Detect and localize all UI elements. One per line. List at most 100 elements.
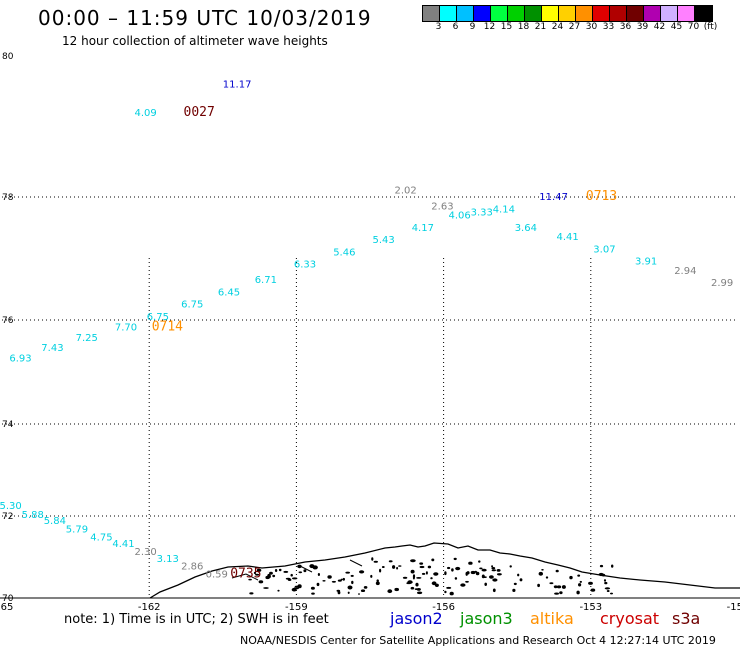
wave-height-value: 11.17 [223, 80, 252, 91]
wave-height-value: 3.33 [471, 207, 493, 218]
wave-height-value: 7.25 [76, 333, 98, 344]
tundra-lake-dot [421, 572, 426, 575]
wave-height-value: 4.06 [449, 211, 471, 222]
tundra-lake-dot [606, 590, 610, 592]
tundra-lake-dot [298, 571, 303, 574]
tundra-lake-dot [465, 571, 468, 576]
islands-dots [248, 557, 614, 596]
colorbar-label: 45 [670, 22, 683, 32]
colorbar-swatch [440, 6, 457, 21]
wave-height-value: 2.99 [711, 278, 733, 289]
tundra-lake-dot [444, 590, 447, 594]
tundra-lake-dot [291, 587, 297, 592]
wave-height-value: 6.45 [218, 287, 240, 298]
tundra-lake-dot [549, 582, 554, 585]
tundra-lake-dot [444, 571, 447, 576]
lon-tick-label: -162 [138, 602, 161, 613]
tundra-lake-dot [561, 585, 566, 589]
colorbar-label: 39 [636, 22, 649, 32]
colorbar-label: 21 [534, 22, 547, 32]
tundra-lake-dot [492, 578, 498, 582]
tundra-lake-dot [492, 588, 496, 593]
colorbar-label: 24 [551, 22, 564, 32]
colorbar-label: 33 [602, 22, 615, 32]
colorbar-swatch [508, 6, 525, 21]
colorbar-swatch [610, 6, 627, 21]
tundra-lake-dot [392, 565, 396, 569]
colorbar-label: 18 [517, 22, 530, 32]
lat-tick-label: 74 [2, 420, 14, 430]
tundra-lake-dot [412, 576, 415, 580]
colorbar-swatch [593, 6, 610, 21]
wave-height-value: 7.43 [41, 343, 63, 354]
tundra-lake-dot [590, 588, 596, 592]
tundra-lake-dot [578, 583, 582, 587]
tundra-lake-dot [588, 581, 593, 585]
coastline-detail [245, 573, 259, 581]
wave-height-value: 6.71 [255, 275, 277, 286]
tundra-lake-dot [478, 560, 481, 563]
tundra-lake-dot [255, 573, 260, 576]
tundra-lake-dot [611, 564, 614, 568]
tundra-lake-dot [468, 561, 473, 565]
colorbar-label: 15 [500, 22, 513, 32]
coastline [149, 542, 740, 599]
tundra-lake-dot [555, 569, 559, 573]
tundra-lake-dot [311, 592, 315, 595]
tundra-lake-dot [416, 577, 422, 579]
tundra-lake-dot [491, 567, 496, 570]
colorbar-swatch [576, 6, 593, 21]
tundra-lake-dot [431, 558, 435, 562]
tundra-lake-dot [327, 575, 332, 579]
wave-height-value: 0.59 [206, 570, 228, 581]
tundra-lake-dot [449, 591, 454, 596]
tundra-lake-dot [491, 569, 496, 572]
tundra-lake-dot [579, 580, 582, 583]
colorbar-swatch [474, 6, 491, 21]
tundra-lake-dot [345, 571, 351, 574]
wave-height-value: 4.14 [493, 204, 515, 215]
lon-tick-label: -153 [579, 602, 602, 613]
colorbar-label: 30 [585, 22, 598, 32]
tundra-lake-dot [379, 568, 382, 573]
tundra-lake-dot [425, 571, 428, 575]
colorbar-swatch [559, 6, 576, 21]
tundra-lake-dot [603, 579, 607, 582]
wave-height-value: 5.88 [22, 510, 44, 521]
wave-height-value: 3.13 [157, 554, 179, 565]
tundra-lake-dot [415, 582, 419, 587]
tundra-lake-dot [576, 590, 580, 595]
wave-height-value: 2.30 [135, 547, 157, 558]
coastline-path [149, 542, 740, 599]
wave-height-value: 5.30 [0, 501, 22, 512]
wave-height-observations: 11.17 4.09 0027 2.02 2.63 4.143.334.06 11.47 07… [0, 80, 733, 582]
lat-tick-label: 70 [2, 594, 14, 604]
tundra-lake-dot [249, 592, 254, 595]
tundra-lake-dot [396, 566, 399, 570]
axis-tick-labels: 80 78 76 74 72 70-165 -162 -159 -156 -153 -150 [0, 52, 740, 613]
tundra-lake-dot [559, 591, 563, 595]
tundra-lake-dot [447, 566, 451, 570]
tundra-lake-dot [297, 584, 302, 589]
tundra-lake-dot [451, 568, 454, 572]
colorbar-label: 27 [568, 22, 581, 32]
tundra-lake-dot [455, 566, 461, 571]
lat-tick-label: 78 [2, 193, 14, 203]
satellite-legend-altika: altika [530, 609, 574, 628]
colorbar-swatch [661, 6, 678, 21]
tundra-lake-dot [481, 576, 487, 578]
colorbar-label: (ft) [703, 22, 718, 32]
tundra-lake-dot [258, 580, 264, 584]
tundra-lake-dot [309, 564, 315, 569]
tundra-lake-dot [277, 589, 280, 592]
colorbar-swatch [457, 6, 474, 21]
tundra-lake-dot [248, 578, 252, 581]
tundra-lake-dot [414, 588, 419, 590]
tundra-lake-dot [359, 570, 365, 574]
lon-tick-label: -159 [285, 602, 308, 613]
tundra-lake-dot [519, 578, 523, 582]
wave-height-value: 2.86 [181, 561, 203, 572]
tundra-lake-dot [410, 586, 415, 590]
tundra-lake-dot [538, 571, 543, 576]
